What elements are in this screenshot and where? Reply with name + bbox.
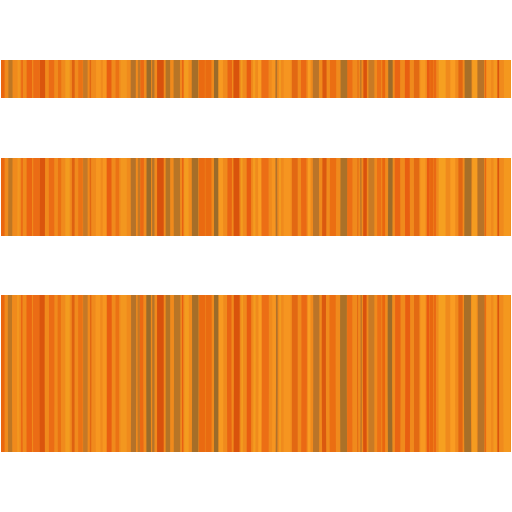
menu-bar-top: [1, 60, 511, 98]
menu-bar-bottom: [1, 295, 511, 452]
menu-bar-middle: [1, 158, 511, 236]
